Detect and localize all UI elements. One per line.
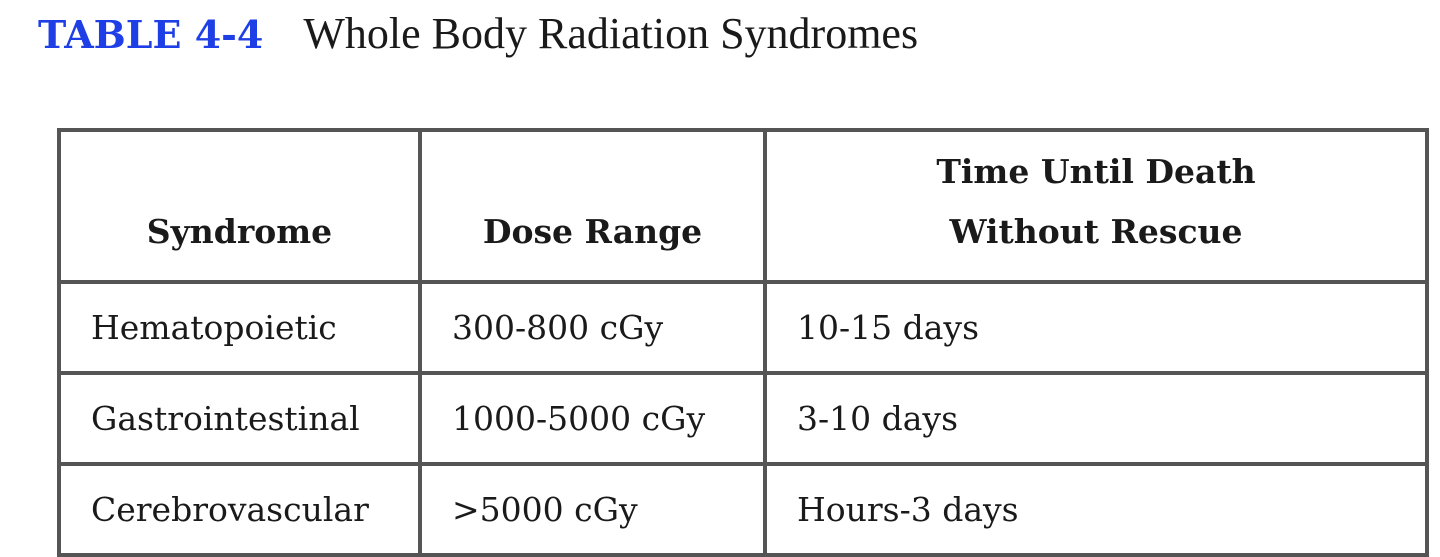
table-cell: 1000-5000 cGy — [418, 371, 767, 466]
table-label: TABLE 4-4 — [38, 12, 264, 57]
header-text: Time Until Death Without Rescue — [936, 152, 1256, 251]
header-text: Syndrome — [146, 212, 333, 251]
table: Syndrome Dose Range Time Until Death Witho… — [57, 128, 1429, 557]
table-title: Whole Body Radiation Syndromes — [303, 9, 919, 58]
table-cell: 3-10 days — [763, 371, 1429, 466]
table-cell: Hours-3 days — [763, 462, 1429, 557]
table-body: Hematopoietic 300-800 cGy 10-15 days Gastro… — [57, 280, 1429, 557]
table-heading: TABLE 4-4 Whole Body Radiation Syndromes — [38, 8, 918, 59]
header-cell: Syndrome — [57, 128, 422, 284]
table-row: Gastrointestinal 1000-5000 cGy 3-10 days — [57, 371, 1429, 466]
table-cell: Gastrointestinal — [57, 371, 422, 466]
header-row: Syndrome Dose Range Time Until Death Witho… — [57, 128, 1429, 284]
header-cell: Dose Range — [418, 128, 767, 284]
table-cell: >5000 cGy — [418, 462, 767, 557]
table-cell: 300-800 cGy — [418, 280, 767, 375]
table-cell: 10-15 days — [763, 280, 1429, 375]
header-cell: Time Until Death Without Rescue — [763, 128, 1429, 284]
table-cell: Cerebrovascular — [57, 462, 422, 557]
table-cell: Hematopoietic — [57, 280, 422, 375]
table-row: Hematopoietic 300-800 cGy 10-15 days — [57, 280, 1429, 375]
table-row: Cerebrovascular >5000 cGy Hours-3 days — [57, 462, 1429, 557]
header-text: Dose Range — [482, 212, 703, 251]
